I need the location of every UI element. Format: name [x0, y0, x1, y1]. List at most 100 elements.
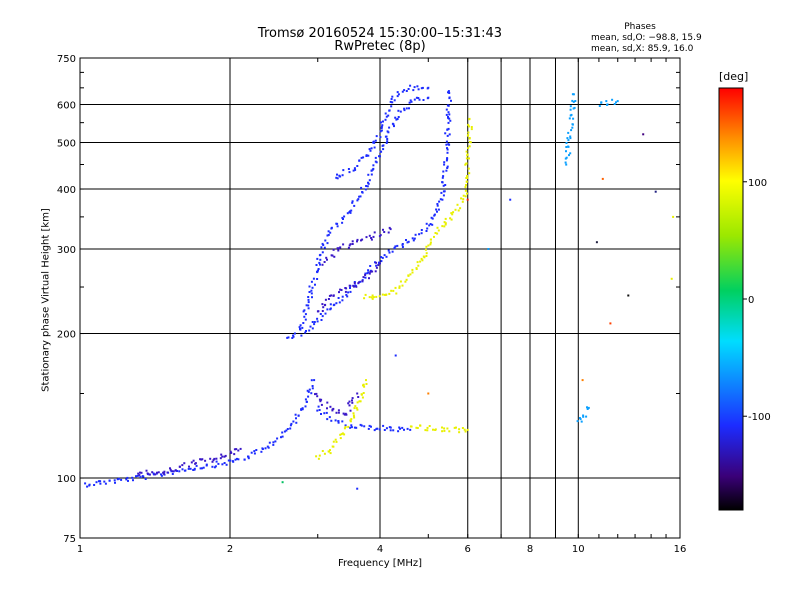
echo-point	[344, 424, 347, 427]
echo-point	[303, 315, 306, 318]
echo-point	[446, 427, 449, 430]
echo-point	[460, 197, 463, 200]
echo-point	[385, 115, 388, 118]
echo-point	[358, 400, 361, 403]
echo-point	[364, 188, 367, 191]
echo-point	[329, 449, 331, 452]
echo-point	[570, 129, 573, 132]
echo-point	[324, 303, 327, 306]
echo-point	[157, 471, 160, 474]
echo-point	[346, 212, 349, 215]
echo-point	[379, 150, 382, 153]
echo-point	[429, 243, 432, 246]
echo-point	[445, 143, 448, 146]
echo-point	[316, 320, 319, 323]
echo-point	[362, 276, 365, 279]
echo-point	[368, 424, 371, 427]
echo-point	[441, 176, 444, 179]
echo-point	[672, 215, 675, 218]
echo-point	[295, 421, 298, 424]
echo-point	[385, 135, 388, 138]
echo-point	[434, 428, 437, 431]
echo-point	[642, 133, 645, 136]
echo-point	[336, 247, 339, 250]
grid-lines	[80, 58, 680, 538]
echo-point	[355, 407, 358, 410]
echo-point	[305, 330, 307, 332]
echo-point	[580, 420, 583, 423]
y-tick-label: 600	[57, 101, 76, 112]
echo-point	[313, 321, 316, 323]
echo-point	[220, 453, 223, 456]
echo-point	[326, 401, 329, 404]
echo-point	[600, 101, 603, 104]
echo-point	[239, 447, 242, 450]
echo-point	[368, 296, 371, 299]
echo-point	[401, 243, 404, 246]
echo-point	[384, 118, 387, 121]
echo-point	[424, 248, 427, 251]
echo-point	[367, 173, 370, 176]
echo-point	[341, 216, 344, 219]
echo-point	[358, 159, 361, 162]
echo-point	[354, 284, 357, 287]
echo-point	[567, 139, 570, 142]
echo-point	[581, 379, 584, 382]
echo-point	[337, 297, 340, 299]
echo-point	[313, 323, 316, 326]
echo-point	[323, 452, 326, 455]
echo-point	[93, 484, 96, 486]
echo-point	[341, 174, 344, 177]
echo-point	[364, 276, 367, 279]
echo-point	[397, 93, 400, 96]
echo-point	[387, 249, 390, 252]
echo-point	[247, 455, 250, 458]
echo-point	[337, 411, 340, 414]
echo-point	[356, 240, 358, 243]
echo-point	[611, 98, 614, 101]
echo-point	[308, 388, 311, 391]
echo-point	[316, 317, 319, 320]
x-tick-label: 6	[465, 544, 471, 555]
echo-point	[363, 425, 366, 428]
colorbar-gradient	[718, 87, 744, 511]
echo-point	[235, 448, 238, 451]
echo-point	[398, 285, 401, 288]
echo-point	[446, 157, 449, 160]
echo-point	[375, 135, 378, 138]
echo-point	[468, 137, 471, 139]
echo-point	[373, 146, 376, 149]
echo-point	[565, 150, 567, 153]
echo-point	[409, 99, 412, 102]
echo-point	[379, 130, 382, 133]
echo-point	[304, 331, 307, 334]
echo-point	[318, 398, 321, 401]
echo-point	[418, 233, 421, 236]
echo-point	[413, 98, 416, 101]
echo-point	[454, 208, 457, 211]
echo-point	[399, 280, 402, 283]
echo-point	[359, 195, 362, 198]
echo-point	[363, 297, 366, 300]
echo-point	[465, 157, 468, 160]
echo-point	[375, 427, 378, 430]
echo-point	[368, 272, 371, 275]
echo-point	[598, 105, 601, 107]
echo-point	[381, 124, 384, 127]
echo-point	[448, 113, 451, 116]
echo-point	[444, 217, 447, 220]
echo-point	[372, 140, 375, 143]
echo-point	[362, 156, 365, 159]
echo-point	[327, 298, 330, 300]
echo-point	[237, 449, 240, 452]
echo-point	[356, 238, 359, 241]
echo-point	[341, 432, 344, 435]
echo-point	[302, 322, 305, 324]
echo-point	[289, 427, 292, 430]
echo-point	[388, 109, 391, 112]
echo-point	[487, 248, 490, 250]
echo-point	[324, 298, 327, 301]
echo-point	[385, 142, 388, 144]
echo-point	[426, 227, 429, 230]
echo-point	[305, 400, 308, 403]
